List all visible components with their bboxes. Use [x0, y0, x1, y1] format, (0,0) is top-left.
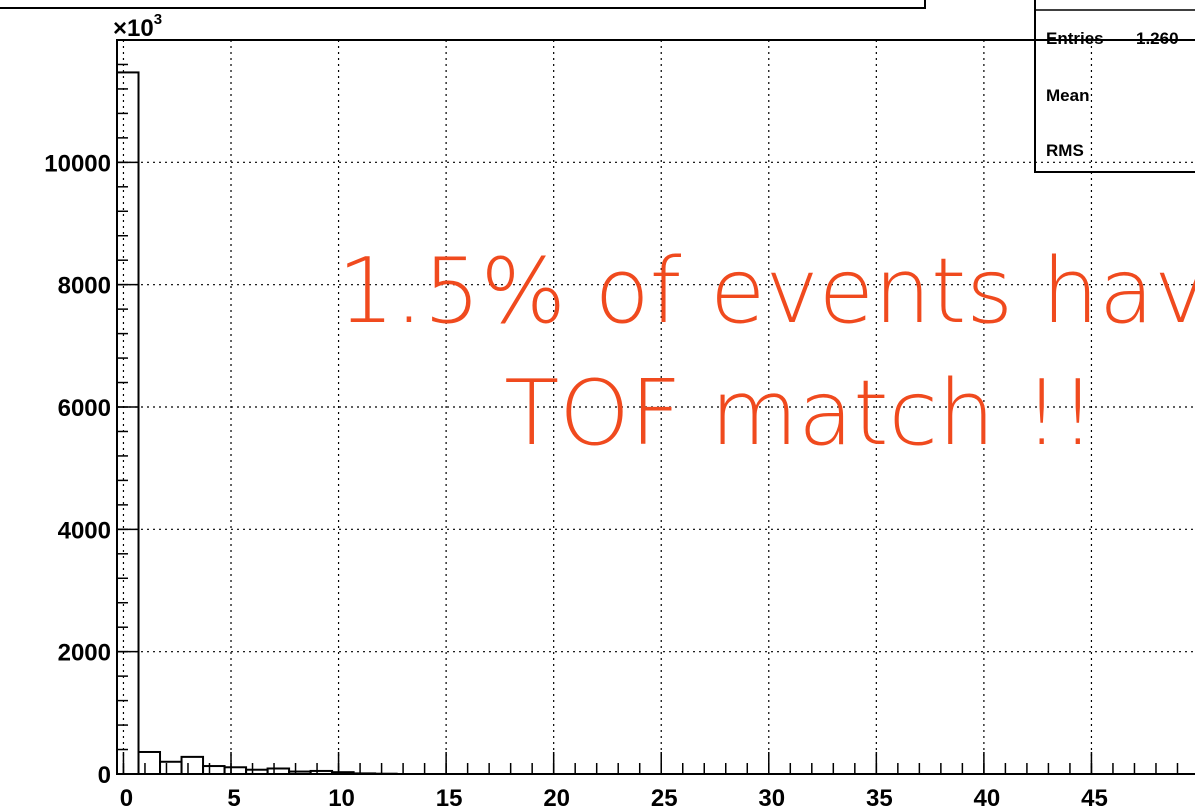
x-tick-label: 20 — [543, 785, 570, 812]
stats-label: Entries — [1046, 29, 1104, 48]
x-tick-label: 25 — [651, 785, 678, 812]
histogram-bar — [159, 760, 183, 775]
histogram-bar — [202, 765, 226, 776]
x-tick-label: 35 — [866, 785, 893, 812]
histogram-bar — [116, 71, 140, 775]
y-tick-label: 10000 — [44, 150, 111, 177]
stats-value: 1.260 — [1136, 29, 1179, 48]
annotation: 1.5% of events have — [337, 239, 1195, 344]
y-tick-label: 6000 — [58, 395, 111, 422]
title-box — [0, 0, 926, 9]
x-tick-label: 15 — [436, 785, 463, 812]
stats-box — [1034, 0, 1195, 173]
y-tick-label: 4000 — [58, 517, 111, 544]
histogram-bar — [180, 755, 205, 776]
histogram-bar — [137, 750, 162, 775]
x-tick-label: 45 — [1081, 785, 1108, 812]
stats-label: RMS — [1046, 141, 1084, 160]
x-tick-label: 10 — [328, 785, 355, 812]
annotation: TOF match !! — [504, 361, 1096, 466]
x-tick-label: 5 — [227, 785, 240, 812]
histogram-bar — [223, 766, 248, 776]
x-tick-label: 40 — [974, 785, 1001, 812]
x-tick-label: 30 — [758, 785, 785, 812]
multiplier-base: ×10 — [113, 15, 154, 42]
y-tick-label: 0 — [98, 762, 111, 789]
x-tick-label: 0 — [120, 785, 133, 812]
multiplier-exponent: 3 — [154, 11, 162, 28]
y-tick-label: 2000 — [58, 640, 111, 667]
y-tick-label: 8000 — [58, 273, 111, 300]
y-multiplier: ×103 — [113, 11, 162, 42]
stats-label: Mean — [1046, 86, 1089, 105]
